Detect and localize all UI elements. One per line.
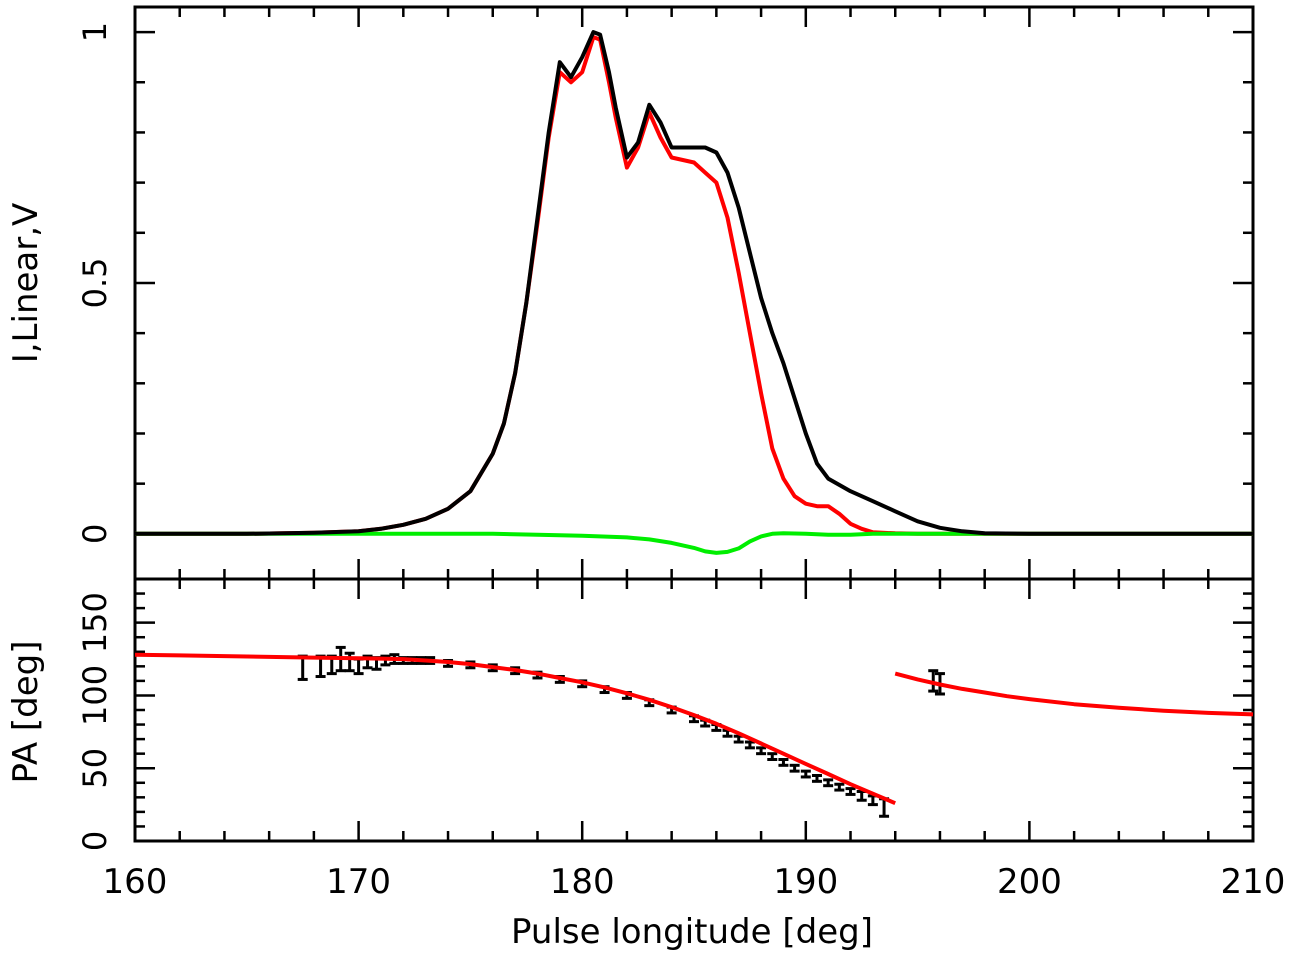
x-tick-label: 200 — [997, 862, 1062, 902]
pa-data-point — [767, 752, 778, 761]
y-tick-label: 0 — [76, 831, 114, 851]
pa-data-point — [789, 763, 800, 773]
y-tick-label: 50 — [76, 748, 114, 789]
x-tick-label: 180 — [550, 862, 615, 902]
pa-data-point — [834, 782, 845, 792]
bottom-y-axis-label: PA [deg] — [6, 640, 46, 783]
series-line-i — [135, 30, 1253, 536]
y-tick-label: 1 — [76, 22, 114, 42]
series-line-pa-fit-2 — [894, 671, 1254, 717]
series-line-linear — [135, 35, 1253, 536]
bottom-panel-pa-plot: 0 50 100 150 160 170 180 190 200 210 — [76, 577, 1286, 902]
plot-frame — [133, 5, 1255, 581]
x-tick-label: 190 — [773, 862, 838, 902]
top-panel-intensity-plot: 00.51 — [76, 5, 1255, 581]
pa-data-point — [823, 778, 834, 788]
pa-data-point — [744, 740, 755, 750]
y-tick-label: 0 — [76, 524, 114, 544]
y-tick-label: 0.5 — [76, 258, 114, 309]
pa-data-point — [856, 790, 867, 802]
pa-data-point — [756, 746, 767, 756]
pa-data-point — [800, 769, 811, 779]
series-line-v — [135, 531, 1253, 555]
pa-data-point — [928, 669, 939, 693]
x-tick-label: 160 — [103, 862, 168, 902]
pa-data-point — [778, 757, 789, 767]
pa-data-point — [845, 787, 856, 796]
pa-data-point — [297, 654, 308, 681]
y-tick-label: 100 — [76, 665, 114, 726]
pa-data-point — [811, 774, 822, 783]
x-axis-label: Pulse longitude [deg] — [511, 912, 873, 952]
pa-data-point — [344, 651, 355, 673]
pa-data-point — [353, 657, 364, 676]
x-tick-label: 210 — [1221, 862, 1286, 902]
x-tick-label: 170 — [326, 862, 391, 902]
y-tick-label: 150 — [76, 592, 114, 653]
plot-frame — [133, 577, 1255, 843]
top-y-axis-label: I,Linear,V — [6, 203, 46, 364]
series-line-pa-fit-1 — [134, 652, 896, 806]
